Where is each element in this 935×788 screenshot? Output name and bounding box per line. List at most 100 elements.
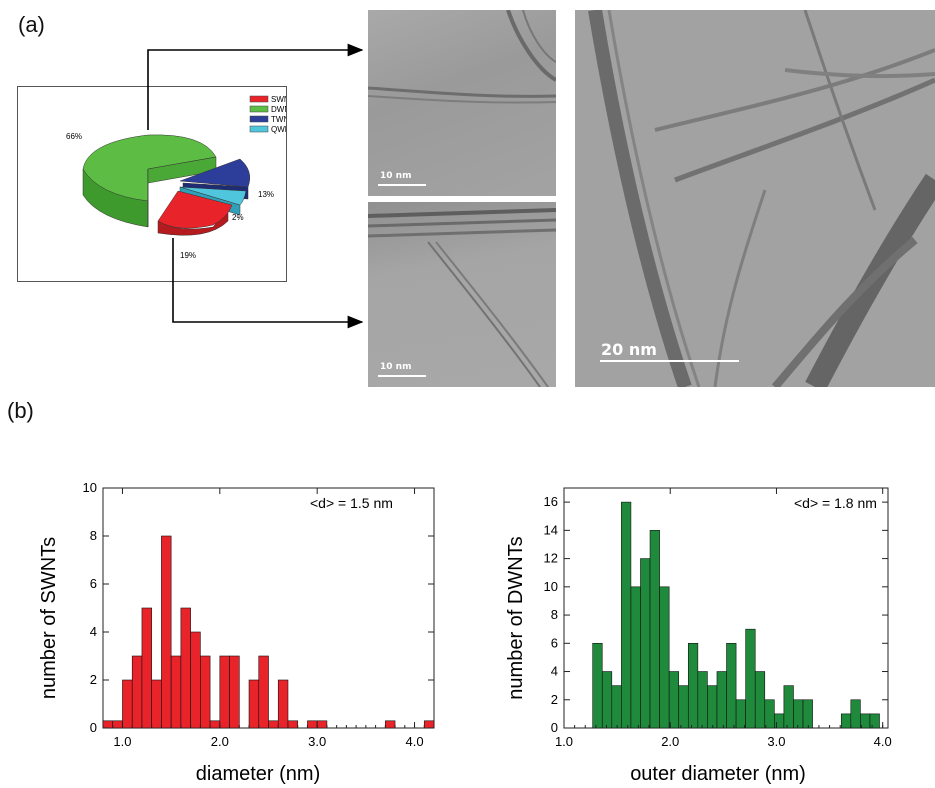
pie-label-dwnt: 66% (66, 132, 82, 141)
swnt-xtick-label: 1.0 (113, 734, 131, 749)
dwnt-bar (783, 685, 794, 729)
dwnt-xtick-label: 1.0 (555, 734, 573, 749)
swnt-bar (258, 655, 269, 729)
pie-label-swnt: 19% (180, 251, 196, 260)
pie-chart-frame: SWNT DWNT TWNT QWNT 66% 13% (17, 86, 296, 282)
dwnt-bar (630, 586, 641, 729)
swnt-xtick-label: 2.0 (211, 734, 229, 749)
swnt-bar (122, 679, 133, 729)
pie-slice-swnt (157, 190, 233, 229)
swnt-bar (190, 631, 201, 729)
swnt-ylabel: number of SWNTs (38, 537, 60, 699)
swnt-ytick-label: 4 (90, 624, 97, 639)
swnt-bar (248, 679, 260, 729)
swnt-bar (151, 679, 162, 729)
swnt-bar (102, 720, 114, 729)
dwnt-bar (649, 530, 660, 729)
dwnt-bar (716, 671, 727, 729)
dwnt-bar (601, 671, 613, 729)
pie-slices (82, 134, 250, 236)
legend-label-dwnt: DWNT (271, 105, 286, 114)
dwnt-bar (764, 699, 775, 729)
scalebar-line (378, 375, 426, 377)
tem-dwnt-texture (368, 208, 556, 387)
swnt-bar (170, 655, 182, 729)
dwnt-bar (754, 671, 766, 729)
dwnt-xlabel: outer diameter (nm) (630, 763, 806, 785)
swnt-ytick-label: 8 (90, 528, 97, 543)
legend-label-swnt: SWNT (271, 95, 286, 104)
dwnt-bar (707, 685, 718, 729)
swnt-bar (180, 607, 191, 729)
dwnt-plot-area: 1.0 2.0 3.0 4.0 0 2 4 6 8 10 12 14 16 (544, 487, 892, 749)
tem-image-large: 20 nm (575, 10, 935, 387)
dwnt-bar (621, 501, 632, 729)
swnt-annotation: <d> = 1.5 nm (310, 495, 393, 511)
dwnt-ytick-label: 2 (551, 692, 558, 707)
histogram-swnt: 1.0 2.0 3.0 4.0 0 2 4 6 8 10 <d> = 1.5 nm diamete… (38, 480, 435, 785)
legend-swatch-qwnt (249, 125, 269, 133)
dwnt-bar (774, 713, 785, 729)
swnt-xtick-label: 4.0 (405, 734, 423, 749)
dwnt-bar (687, 642, 699, 729)
swnt-bar (141, 607, 152, 729)
swnt-bar (161, 535, 172, 729)
legend-label-qwnt: QWNT (271, 125, 286, 134)
dwnt-ytick-label: 4 (551, 664, 558, 679)
dwnt-ylabel: number of DWNTs (505, 536, 527, 699)
scalebar-line (378, 184, 426, 186)
dwnt-annotation: <d> = 1.8 nm (794, 495, 877, 511)
swnt-ytick-label: 0 (90, 720, 97, 735)
swnt-bar (277, 679, 289, 729)
swnt-plot-area: 1.0 2.0 3.0 4.0 0 2 4 6 8 10 (83, 480, 435, 749)
legend-swatch-dwnt (249, 105, 269, 113)
dwnt-xtick-label: 2.0 (661, 734, 679, 749)
swnt-xtick-label: 3.0 (308, 734, 326, 749)
dwnt-ytick-label: 14 (544, 522, 558, 537)
swnt-bar (316, 720, 328, 729)
dwnt-bar (745, 628, 756, 729)
swnt-ytick-label: 2 (90, 672, 97, 687)
dwnt-bar (793, 699, 804, 729)
dwnt-bar (611, 685, 622, 729)
swnt-bar (287, 720, 299, 729)
pie-label-twnt: 13% (258, 190, 274, 199)
dwnt-bar (678, 685, 689, 729)
dwnt-xtick-label: 3.0 (767, 734, 785, 749)
pie-slice-dwnt (82, 134, 217, 202)
legend-swatch-swnt (249, 95, 269, 103)
pie-legend: SWNT DWNT TWNT QWNT (249, 95, 296, 134)
pie-label-qwnt: 2% (232, 213, 244, 222)
histogram-dwnt: 1.0 2.0 3.0 4.0 0 2 4 6 8 10 12 14 16 <d> = 1.8 nm o… (505, 487, 892, 785)
dwnt-bar (735, 699, 746, 729)
tem-image-dwnt: 10 nm (368, 202, 556, 387)
swnt-bar (268, 720, 279, 729)
tem-swnt-texture (368, 10, 556, 104)
dwnt-ytick-label: 16 (544, 494, 558, 509)
scalebar-label: 10 nm (380, 171, 412, 181)
dwnt-bar (840, 713, 852, 729)
swnt-ytick-label: 10 (83, 480, 97, 495)
dwnt-xtick-label: 4.0 (874, 734, 892, 749)
tem-large-texture (588, 10, 935, 387)
connector-arrows (147, 43, 364, 329)
scalebar-label: 20 nm (601, 340, 657, 359)
dwnt-bar (592, 642, 603, 729)
legend-swatch-twnt (249, 115, 269, 123)
swnt-bar (385, 720, 396, 729)
dwnt-bar (659, 586, 670, 729)
arrow-to-bottom-tem (172, 238, 364, 329)
swnt-bar (112, 720, 123, 729)
swnt-ytick-label: 6 (90, 576, 97, 591)
dwnt-ytick-label: 10 (544, 579, 558, 594)
dwnt-ytick-label: 12 (544, 551, 558, 566)
swnt-bar (131, 655, 143, 729)
dwnt-bar (802, 699, 813, 729)
dwnt-ytick-label: 0 (551, 720, 558, 735)
swnt-bar (219, 655, 230, 729)
dwnt-bar (640, 558, 651, 729)
dwnt-bar (850, 699, 861, 729)
dwnt-bar (668, 671, 680, 729)
pie-slice-swnt-side (157, 208, 229, 236)
dwnt-bar (697, 671, 708, 729)
